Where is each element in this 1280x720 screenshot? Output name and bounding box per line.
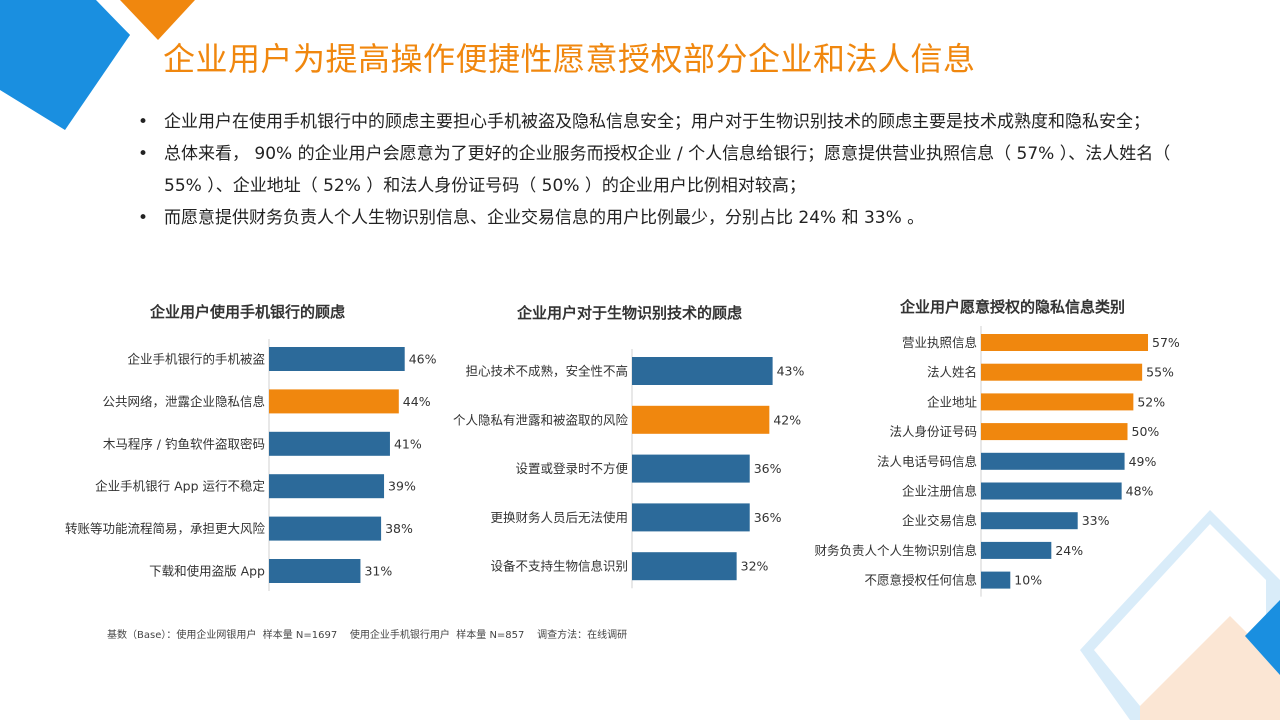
chart3-value-label: 10% bbox=[1014, 573, 1042, 588]
chart2-bar bbox=[632, 552, 737, 581]
chart3-category-label: 法人电话号码信息 bbox=[877, 454, 977, 469]
chart3-value-label: 55% bbox=[1146, 365, 1174, 380]
chart1-bar bbox=[269, 389, 399, 414]
chart3-bar bbox=[981, 393, 1134, 411]
chart1-category-label: 公共网络，泄露企业隐私信息 bbox=[102, 394, 265, 409]
chart1-category-label: 企业手机银行 App 运行不稳定 bbox=[95, 479, 265, 494]
chart3-category-label: 法人姓名 bbox=[927, 365, 977, 380]
top-left-decoration bbox=[0, 0, 195, 130]
chart3-bar bbox=[981, 452, 1125, 470]
chart3-category-label: 法人身份证号码 bbox=[889, 424, 977, 439]
chart2-category-label: 担心技术不成熟，安全性不高 bbox=[465, 364, 628, 379]
bullet-text: 企业用户在使用手机银行中的顾虑主要担心手机被盗及隐私信息安全；用户对于生物识别技… bbox=[164, 112, 1150, 132]
chart3-value-label: 57% bbox=[1152, 335, 1180, 350]
chart2-bar bbox=[632, 454, 750, 483]
chart3-category-label: 财务负责人个人生物识别信息 bbox=[814, 543, 977, 558]
chart3-bar bbox=[981, 512, 1078, 530]
chart3-value-label: 24% bbox=[1055, 543, 1083, 558]
chart3-bar bbox=[981, 541, 1052, 559]
bullet-item: • 总体来看， 90% 的企业用户会愿意为了更好的企业服务而授权企业 / 个人信息… bbox=[130, 138, 1190, 202]
chart1-value-label: 38% bbox=[385, 521, 413, 536]
chart1-value-label: 46% bbox=[409, 352, 437, 367]
chart3-category-label: 企业交易信息 bbox=[902, 513, 977, 528]
chart1-category-label: 木马程序 / 钓鱼软件盗取密码 bbox=[103, 436, 265, 451]
chart2-value-label: 32% bbox=[741, 559, 769, 574]
chart3-value-label: 50% bbox=[1132, 424, 1160, 439]
bullet-item: • 而愿意提供财务负责人个人生物识别信息、企业交易信息的用户比例最少，分别占比 2… bbox=[130, 202, 1190, 234]
chart3-bar bbox=[981, 363, 1143, 381]
chart1-category-label: 企业手机银行的手机被盗 bbox=[127, 352, 265, 367]
chart3-bar bbox=[981, 423, 1128, 441]
chart2-category-label: 设置或登录时不方便 bbox=[515, 461, 628, 476]
page-title: 企业用户为提高操作便捷性愿意授权部分企业和法人信息 bbox=[163, 40, 976, 78]
chart1-bar bbox=[269, 474, 385, 499]
chart2-bar bbox=[632, 357, 773, 385]
bullet-text: 总体来看， 90% 的企业用户会愿意为了更好的企业服务而授权企业 / 个人信息给… bbox=[164, 144, 1171, 196]
bullet-text: 而愿意提供财务负责人个人生物识别信息、企业交易信息的用户比例最少，分别占比 24… bbox=[164, 208, 925, 228]
bullet-item: • 企业用户在使用手机银行中的顾虑主要担心手机被盗及隐私信息安全；用户对于生物识别… bbox=[130, 106, 1190, 138]
chart3-bar bbox=[981, 334, 1149, 351]
chart1-bar bbox=[269, 347, 405, 371]
chart3-category-label: 不愿意授权任何信息 bbox=[864, 573, 977, 588]
chart1-value-label: 41% bbox=[394, 436, 422, 451]
chart2-value-label: 36% bbox=[754, 510, 782, 525]
chart3-category-label: 企业地址 bbox=[927, 394, 978, 409]
chart1-title: 企业用户使用手机银行的顾虑 bbox=[150, 303, 346, 321]
chart2-category-label: 设备不支持生物信息识别 bbox=[490, 559, 628, 574]
chart3-value-label: 52% bbox=[1137, 394, 1165, 409]
chart3-value-label: 33% bbox=[1082, 513, 1110, 528]
summary-bullets: • 企业用户在使用手机银行中的顾虑主要担心手机被盗及隐私信息安全；用户对于生物识别… bbox=[130, 106, 1190, 234]
bullet-dot: • bbox=[138, 112, 149, 132]
chart3-category-label: 营业执照信息 bbox=[902, 335, 977, 350]
chart2-category-label: 个人隐私有泄露和被盗取的风险 bbox=[453, 412, 629, 427]
chart2-bar bbox=[632, 503, 750, 532]
chart2-value-label: 43% bbox=[777, 364, 805, 379]
footnote: 基数（Base）：使用企业网银用户 样本量 N=1697 使用企业手机银行用户 … bbox=[107, 630, 628, 641]
chart1-category-label: 下载和使用盗版 App bbox=[149, 564, 265, 579]
chart2-category-label: 更换财务人员后无法使用 bbox=[490, 510, 628, 525]
chart1-category-label: 转账等功能流程简易，承担更大风险 bbox=[65, 521, 266, 536]
bottom-right-decoration bbox=[1080, 510, 1280, 720]
chart3-bar bbox=[981, 571, 1011, 589]
bullet-dot: • bbox=[138, 208, 149, 228]
chart3-value-label: 49% bbox=[1129, 454, 1157, 469]
chart3-bar bbox=[981, 482, 1122, 500]
chart2-title: 企业用户对于生物识别技术的顾虑 bbox=[517, 304, 743, 322]
chart3-value-label: 48% bbox=[1126, 484, 1154, 499]
chart1-bar bbox=[269, 516, 382, 541]
bullet-dot: • bbox=[138, 144, 149, 164]
chart1-value-label: 31% bbox=[364, 564, 392, 579]
chart1-value-label: 44% bbox=[403, 394, 431, 409]
chart3-category-label: 企业注册信息 bbox=[902, 484, 977, 499]
chart2-bar bbox=[632, 405, 770, 434]
chart1-bar bbox=[269, 559, 361, 583]
chart2-value-label: 42% bbox=[773, 412, 801, 427]
chart1-bar bbox=[269, 431, 390, 456]
chart2-value-label: 36% bbox=[754, 461, 782, 476]
chart1-value-label: 39% bbox=[388, 479, 416, 494]
chart3-title: 企业用户愿意授权的隐私信息类别 bbox=[900, 298, 1126, 316]
